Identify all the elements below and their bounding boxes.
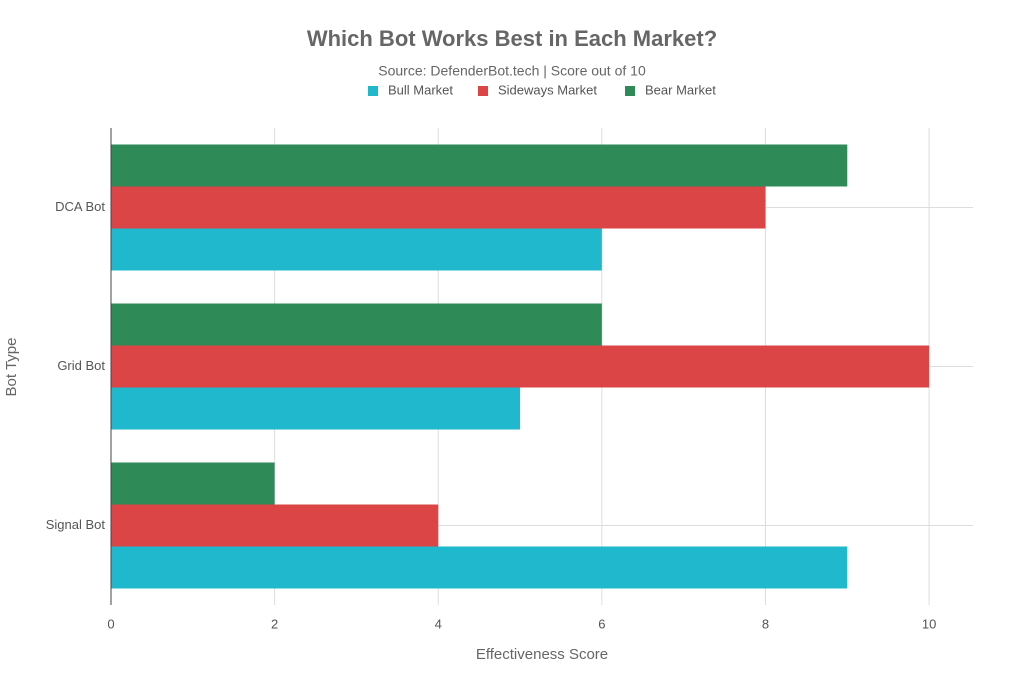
y-tick-label: Grid Bot [57, 358, 105, 373]
bar [111, 345, 930, 388]
chart-title: Which Bot Works Best in Each Market? [307, 26, 717, 51]
x-tick-label: 8 [762, 616, 769, 631]
legend-swatch [625, 86, 635, 96]
bar [111, 462, 275, 505]
chart-subtitle: Source: DefenderBot.tech | Score out of … [378, 63, 646, 79]
y-axis-title: Bot Type [3, 338, 20, 397]
bar [111, 387, 521, 430]
bar [111, 144, 848, 187]
x-tick-label: 6 [598, 616, 605, 631]
legend-label: Bull Market [388, 82, 453, 97]
bar [111, 546, 848, 589]
y-tick-label: Signal Bot [46, 517, 106, 532]
legend-label: Bear Market [645, 82, 716, 97]
legend-swatch [368, 86, 378, 96]
bar [111, 228, 602, 271]
bar [111, 504, 439, 547]
x-tick-label: 10 [922, 616, 936, 631]
y-tick-label: DCA Bot [55, 199, 105, 214]
x-tick-label: 2 [271, 616, 278, 631]
x-axis-title: Effectiveness Score [476, 646, 608, 663]
x-tick-label: 4 [435, 616, 442, 631]
x-tick-label: 0 [107, 616, 114, 631]
bar [111, 303, 602, 346]
legend-label: Sideways Market [498, 82, 597, 97]
bar [111, 186, 766, 229]
legend-swatch [478, 86, 488, 96]
